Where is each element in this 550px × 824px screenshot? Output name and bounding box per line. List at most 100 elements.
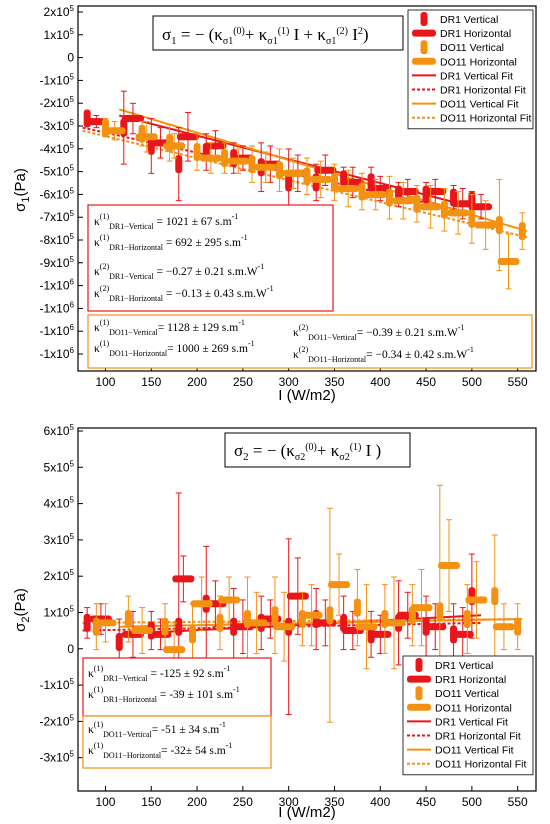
data-point xyxy=(176,133,199,141)
y-tick-label: 4x105 xyxy=(44,496,75,511)
x-tick-label: 150 xyxy=(141,375,161,389)
legend-label: DR1 Vertical Fit xyxy=(435,716,508,728)
do11-coefficients-box xyxy=(82,715,272,769)
legend-label: DO11 Horizontal xyxy=(435,702,512,714)
data-point xyxy=(385,188,393,207)
chart-sigma1: 100 150 200 250 300 350 400 450 500 550 2x105 1x105… xyxy=(12,4,537,404)
x-tick-label: 400 xyxy=(370,795,390,809)
data-point xyxy=(514,617,522,636)
y-tick-label: 2x105 xyxy=(44,568,75,583)
data-point xyxy=(437,562,460,570)
data-point xyxy=(193,143,201,161)
data-point xyxy=(245,619,268,627)
x-tick-label: 300 xyxy=(279,375,299,389)
y-tick-label: 2x105 xyxy=(44,4,75,19)
y-tick-label: -1x106 xyxy=(40,323,75,338)
data-point xyxy=(94,619,117,627)
y-tick-label: 6x105 xyxy=(44,423,75,438)
data-point xyxy=(497,258,520,265)
y-tick-label: -9x105 xyxy=(40,255,75,270)
data-point xyxy=(163,646,186,654)
data-point xyxy=(285,173,293,192)
legend-label: DR1 Vertical Fit xyxy=(440,70,513,82)
data-point xyxy=(410,604,433,612)
y-tick-label: 5x105 xyxy=(44,459,75,474)
coefficient-text: κ(2)DR1−Vertical = −0.27 ± 0.21 s.m.W-1 xyxy=(94,262,264,281)
coefficient-text: κ(1)DO11−Horizontal= 1000 ± 269 s.m-1 xyxy=(94,339,255,358)
legend-label: DO11 Horizontal Fit xyxy=(440,113,532,125)
chart-sigma2: 100 150 200 250 300 350 400 450 500 550 6x105 5x105… xyxy=(12,423,537,821)
legend-swatch xyxy=(407,675,431,683)
legend-swatch xyxy=(415,658,423,672)
y-tick-label: -1x105 xyxy=(40,72,75,87)
data-point xyxy=(175,617,183,636)
y-tick-label: -4x105 xyxy=(40,141,75,156)
data-point xyxy=(254,163,277,171)
legend-swatch xyxy=(412,57,436,65)
do11-coefficients-box xyxy=(87,314,533,369)
data-point xyxy=(518,222,526,241)
x-tick-label: 200 xyxy=(187,375,207,389)
y-tick-label: 1x105 xyxy=(44,605,75,620)
legend-swatch xyxy=(420,40,428,55)
data-point xyxy=(216,613,224,632)
legend-label: DR1 Vertical xyxy=(440,14,498,26)
legend-label: DO11 Vertical Fit xyxy=(440,99,519,111)
x-tick-label: 200 xyxy=(187,795,207,809)
data-point xyxy=(491,587,499,606)
data-point xyxy=(276,161,284,180)
x-tick-label: 300 xyxy=(279,795,299,809)
legend-swatch xyxy=(415,686,423,701)
x-tick-label: 250 xyxy=(233,375,253,389)
data-point xyxy=(303,167,311,186)
dr1-coefficients: κ(1)DR1−Vertical = -125 ± 92 s.m-1 κ(1)DR… xyxy=(88,664,240,704)
equation-box xyxy=(224,432,411,468)
data-point xyxy=(328,581,351,589)
y-tick-label: -3x105 xyxy=(40,118,75,133)
data-point xyxy=(468,209,476,228)
data-point xyxy=(364,191,387,199)
data-point xyxy=(463,610,471,629)
data-point xyxy=(440,200,448,219)
data-point xyxy=(103,127,126,135)
data-point xyxy=(199,154,222,162)
equation-box xyxy=(152,15,404,51)
coefficient-text: κ(2)DO11−Horizontal= −0.34 ± 0.42 s.m.W-… xyxy=(293,345,474,364)
y-tick-label: 3x105 xyxy=(44,532,75,547)
x-tick-label: 450 xyxy=(416,795,436,809)
y-tick-label: 1x105 xyxy=(44,27,75,42)
coefficient-text: κ(1)DO11−Vertical= -51 ± 34 s.m-1 xyxy=(88,720,226,739)
plot-frame xyxy=(77,427,537,792)
coefficient-text: κ(2)DR1−Horizontal = −0.13 ± 0.43 s.m.W-… xyxy=(94,284,274,303)
y-tick-label: 0 xyxy=(67,642,74,656)
axis-ticks: 100 150 200 250 300 350 400 450 500 550 2x105 1x105… xyxy=(40,4,528,389)
x-tick-label: 500 xyxy=(462,795,482,809)
data-point xyxy=(451,630,474,638)
data-point xyxy=(286,592,309,600)
y-tick-label: -2x105 xyxy=(40,713,75,728)
y-tick-label: -2x105 xyxy=(40,95,75,110)
legend-label: DO11 Horizontal xyxy=(440,56,517,68)
data-point xyxy=(204,142,227,150)
legend-label: DR1 Horizontal xyxy=(435,674,506,686)
data-point xyxy=(413,194,421,213)
y-tick-label: -5x105 xyxy=(40,164,75,179)
dr1-coefficients-box xyxy=(87,204,334,312)
data-point xyxy=(436,602,444,621)
x-tick-label: 150 xyxy=(141,795,161,809)
data-point xyxy=(221,149,229,168)
x-tick-label: 450 xyxy=(416,375,436,389)
data-point xyxy=(309,175,332,183)
y-tick-label: -8x105 xyxy=(40,232,75,247)
legend-label: DO11 Vertical xyxy=(440,42,504,54)
data-point xyxy=(451,200,474,208)
y-tick-label: -1x106 xyxy=(40,346,75,361)
x-tick-label: 500 xyxy=(462,375,482,389)
data-point xyxy=(282,169,305,177)
legend-label: DR1 Horizontal Fit xyxy=(435,731,521,743)
coefficient-text: κ(1)DR1−Horizontal = -39 ± 101 s.m-1 xyxy=(88,685,240,704)
data-point xyxy=(355,623,378,631)
coefficient-text: κ(1)DO11−Horizontal= -32± 54 s.m-1 xyxy=(88,741,232,760)
dr1-coefficients: κ(1)DR1−Vertical = 1021 ± 67 s.m-1 κ(1)DR… xyxy=(94,212,274,303)
